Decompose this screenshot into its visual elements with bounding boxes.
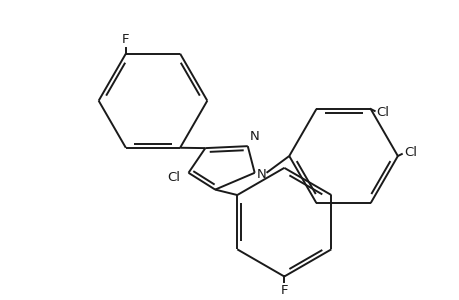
Text: N: N — [256, 168, 266, 181]
Text: Cl: Cl — [376, 106, 389, 119]
Text: F: F — [122, 33, 129, 46]
Text: Cl: Cl — [403, 146, 416, 159]
Text: N: N — [249, 130, 259, 143]
Text: Cl: Cl — [167, 171, 180, 184]
Text: F: F — [280, 284, 287, 297]
